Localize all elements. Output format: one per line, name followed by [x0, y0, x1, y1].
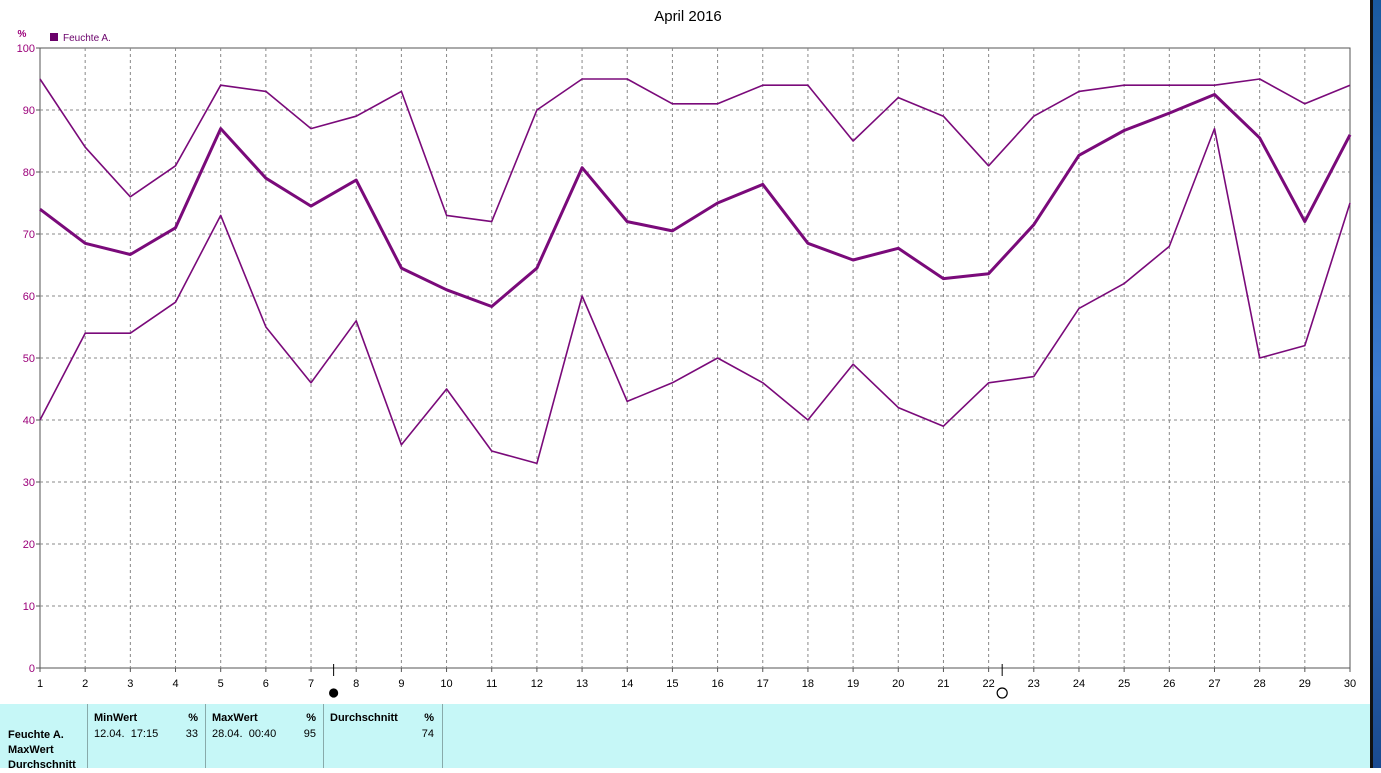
grid-lines	[40, 48, 1350, 668]
row-label-series: Feuchte A.	[8, 729, 64, 741]
x-tick-label: 15	[666, 678, 678, 690]
x-tick-label: 11	[486, 678, 497, 690]
y-tick-label: 90	[23, 105, 35, 117]
avg-unit: %	[424, 712, 434, 724]
y-tick-label: 50	[23, 353, 35, 365]
min-value: 33	[185, 728, 198, 740]
x-tick-label: 28	[1254, 678, 1266, 690]
x-tick-label: 21	[937, 678, 949, 690]
x-tick-label: 10	[440, 678, 452, 690]
y-tick-label: 80	[23, 167, 35, 179]
x-tick-label: 18	[802, 678, 814, 690]
y-axis-ticks: 0 10 20 30 40 50 60 70 80 90 100	[17, 43, 40, 675]
series-line-1	[39, 93, 1352, 308]
window-edge-dark	[1370, 0, 1373, 768]
x-tick-label: 9	[398, 678, 404, 690]
x-tick-label: 29	[1299, 678, 1311, 690]
stats-row-labels: Feuchte A. MaxWert Durchschnitt	[8, 728, 76, 773]
x-tick-label: 4	[172, 678, 178, 690]
row-label-max: MaxWert	[8, 744, 54, 756]
x-tick-label: 24	[1073, 678, 1085, 690]
stats-max-column: MaxWert % 28.04. 00:40 95	[205, 704, 324, 768]
y-tick-label: 60	[23, 291, 35, 303]
x-tick-label: 17	[757, 678, 769, 690]
x-tick-label: 1	[37, 678, 43, 690]
x-tick-label: 5	[218, 678, 224, 690]
x-tick-label: 25	[1118, 678, 1130, 690]
avg-header: Durchschnitt	[330, 712, 398, 724]
x-tick-label: 26	[1163, 678, 1175, 690]
y-tick-label: 70	[23, 229, 35, 241]
stats-min-column: MinWert % 12.04. 17:15 33	[87, 704, 206, 768]
x-tick-label: 3	[127, 678, 133, 690]
x-tick-label: 13	[576, 678, 588, 690]
y-tick-label: 100	[17, 43, 35, 55]
window-edge-blue	[1373, 0, 1381, 768]
legend-label: Feuchte A.	[63, 33, 111, 44]
open-circle-marker	[996, 687, 1008, 699]
x-axis-ticks: 1 2 3 4 5 6 7 8 9 10 11 12 13 14 15 16 17 18 19 20 21 22 23 24 2…	[37, 668, 1356, 690]
avg-value: 74	[421, 728, 434, 740]
filled-circle-marker	[329, 688, 339, 698]
x-tick-label: 6	[263, 678, 269, 690]
max-value: 95	[303, 728, 316, 740]
x-tick-label: 12	[531, 678, 543, 690]
x-tick-label: 30	[1344, 678, 1356, 690]
y-tick-label: 20	[23, 539, 35, 551]
x-tick-label: 23	[1028, 678, 1040, 690]
x-tick-label: 7	[308, 678, 314, 690]
stats-panel: Feuchte A. MaxWert Durchschnitt MinWert …	[0, 704, 1370, 771]
y-tick-label: 10	[23, 601, 35, 613]
y-tick-label: 0	[29, 663, 35, 675]
x-tick-label: 8	[353, 678, 359, 690]
line-chart: April 2016 % Feuchte A. 0 10 20 30 40 50 60 70 8…	[17, 8, 1356, 699]
y-axis-unit: %	[18, 29, 27, 40]
x-tick-label: 22	[982, 678, 994, 690]
x-tick-label: 19	[847, 678, 859, 690]
x-tick-label: 2	[82, 678, 88, 690]
x-tick-label: 14	[621, 678, 633, 690]
max-unit: %	[306, 712, 316, 724]
series-line-0	[39, 78, 1351, 223]
min-unit: %	[188, 712, 198, 724]
legend-swatch	[50, 33, 58, 41]
max-time: 28.04. 00:40	[212, 728, 277, 740]
x-tick-label: 27	[1208, 678, 1220, 690]
series-line-2	[39, 127, 1351, 465]
min-header: MinWert	[94, 712, 138, 724]
marker-group	[329, 664, 1008, 699]
x-tick-label: 16	[711, 678, 723, 690]
stats-avg-column: Durchschnitt % 74	[323, 704, 443, 768]
x-tick-label: 20	[892, 678, 904, 690]
y-tick-label: 30	[23, 477, 35, 489]
row-label-avg: Durchschnitt	[8, 759, 76, 771]
y-tick-label: 40	[23, 415, 35, 427]
series-group	[39, 78, 1352, 465]
max-header: MaxWert	[212, 712, 258, 724]
min-time: 12.04. 17:15	[94, 728, 159, 740]
chart-title: April 2016	[654, 8, 722, 25]
